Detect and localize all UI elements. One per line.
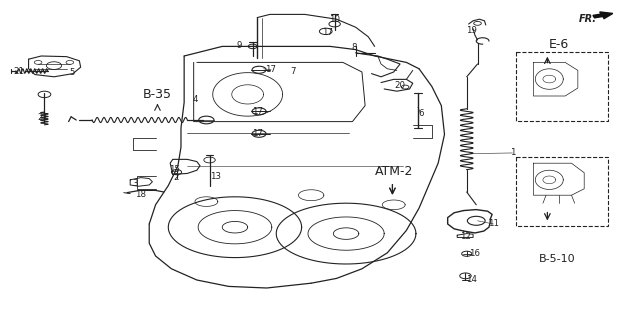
Text: 19: 19 — [465, 26, 477, 35]
Bar — [516, 52, 608, 121]
Text: 21: 21 — [13, 67, 25, 76]
Text: 4: 4 — [193, 95, 198, 104]
Bar — [516, 157, 608, 226]
Text: 15: 15 — [169, 165, 180, 174]
Text: 20: 20 — [394, 81, 406, 90]
Text: 1: 1 — [510, 148, 515, 157]
Text: 3: 3 — [133, 179, 138, 188]
Text: 2: 2 — [173, 173, 178, 182]
Text: 17: 17 — [265, 65, 276, 74]
Text: 17: 17 — [252, 129, 264, 138]
Text: 16: 16 — [469, 249, 481, 258]
Text: 14: 14 — [465, 276, 477, 284]
Text: 5: 5 — [69, 68, 74, 76]
Text: 12: 12 — [460, 232, 471, 241]
Text: 9: 9 — [236, 41, 241, 50]
Text: 18: 18 — [135, 190, 147, 199]
Text: B-35: B-35 — [143, 88, 172, 101]
Text: 10: 10 — [329, 15, 340, 24]
Text: 11: 11 — [488, 220, 499, 228]
Text: 7: 7 — [291, 67, 296, 76]
Text: E-6: E-6 — [549, 38, 569, 51]
Text: 6: 6 — [418, 109, 424, 118]
FancyArrow shape — [593, 12, 613, 19]
Text: B-5-10: B-5-10 — [539, 253, 576, 264]
Text: ATM-2: ATM-2 — [375, 165, 413, 178]
Text: 17: 17 — [252, 107, 264, 116]
Text: 8: 8 — [352, 43, 357, 52]
Text: FR.: FR. — [579, 14, 597, 24]
Text: 13: 13 — [210, 172, 222, 180]
Text: 17: 17 — [321, 28, 333, 36]
Text: 21: 21 — [37, 113, 49, 122]
